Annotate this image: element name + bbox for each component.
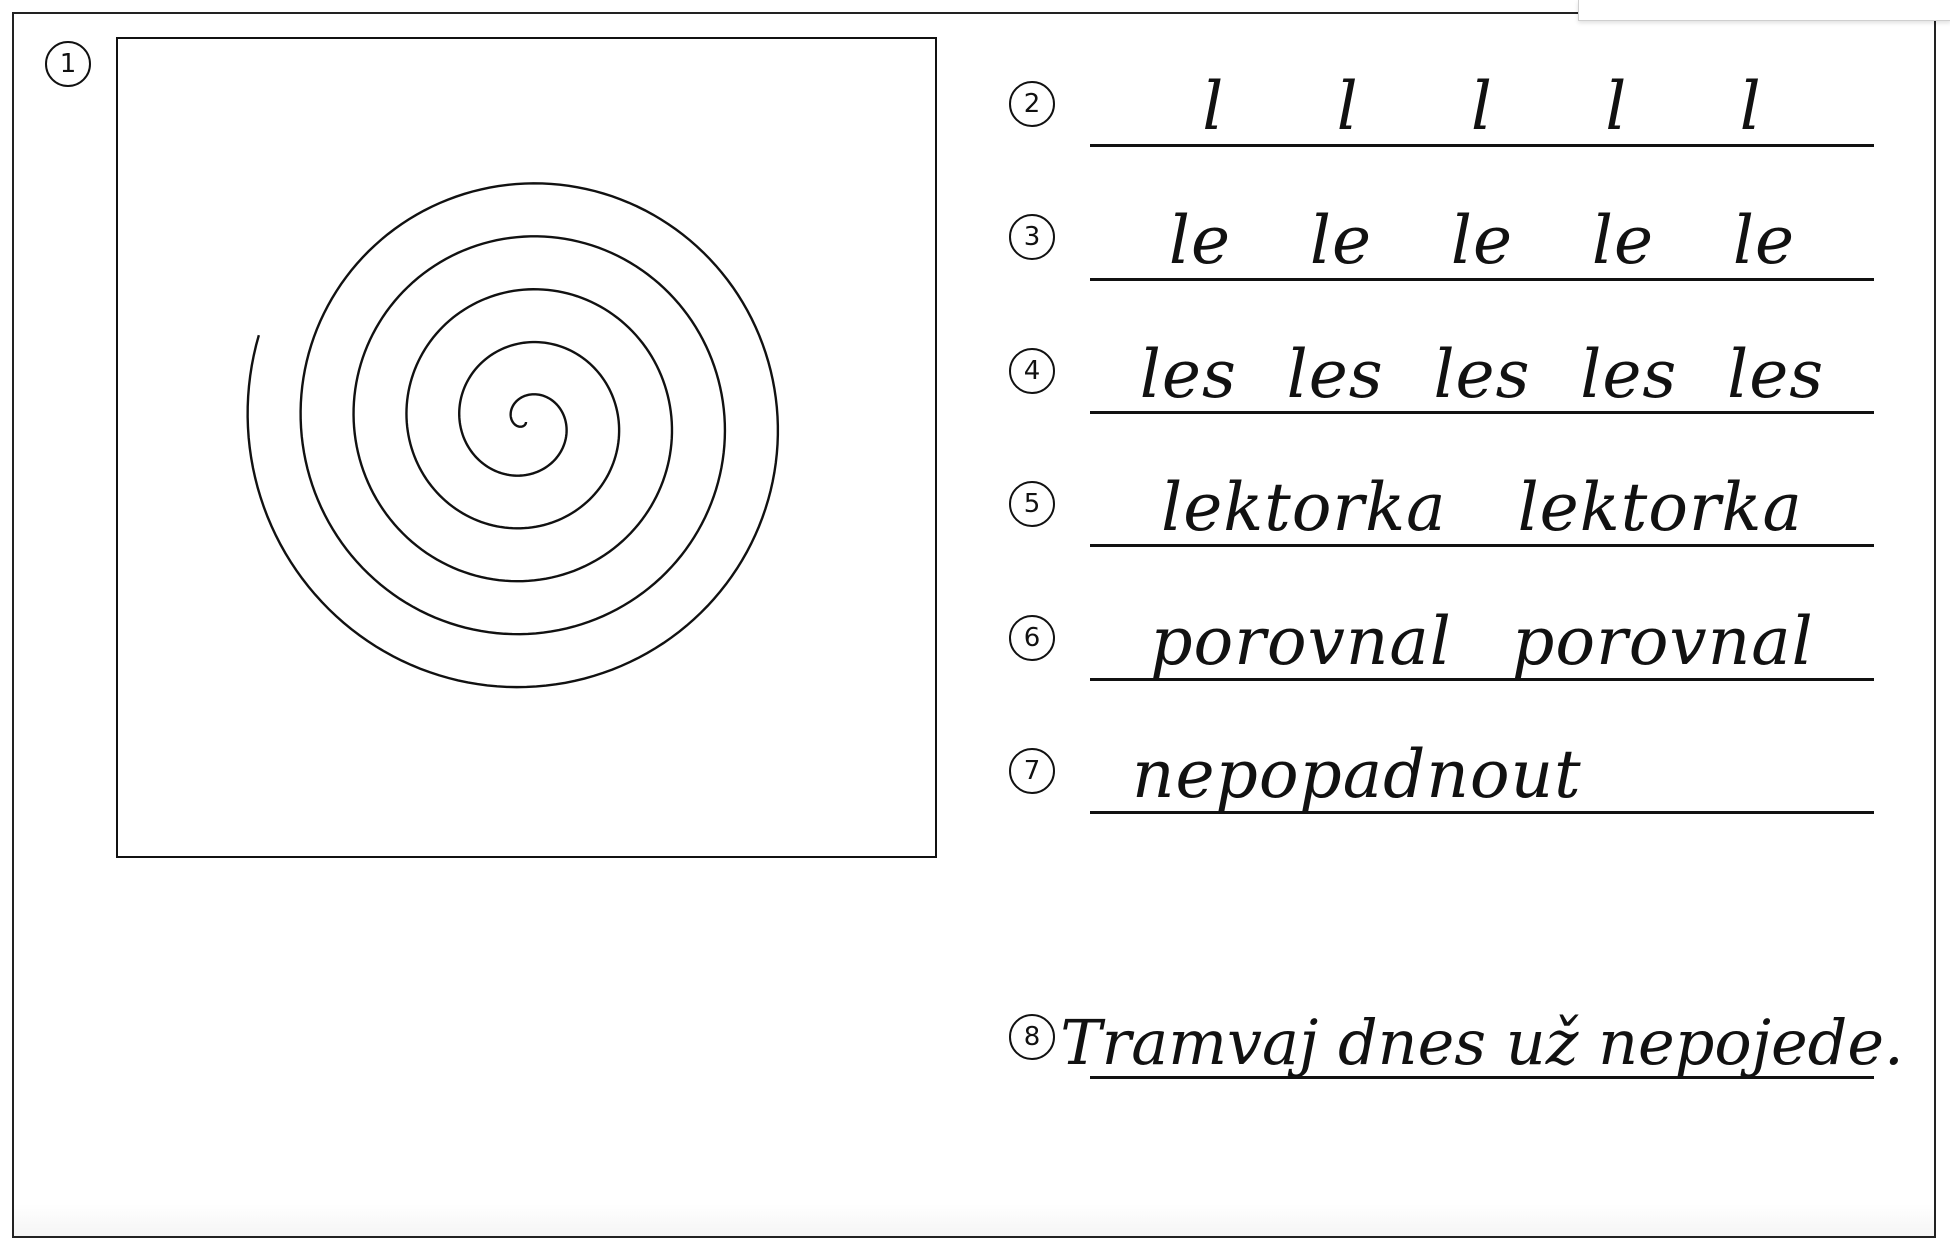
practice-word: l: [1202, 68, 1225, 145]
exercise-number-6: 6: [1009, 615, 1055, 661]
spiral-frame: [116, 37, 937, 858]
practice-word: les: [1433, 336, 1531, 413]
practice-word: l: [1336, 68, 1359, 145]
row-4-words: les les les les les: [1090, 310, 1874, 410]
writing-line-8: [1090, 1076, 1874, 1079]
writing-line-7: [1090, 811, 1874, 814]
practice-word: porovnal: [1150, 603, 1452, 680]
sheet-bottom-edge: [14, 1204, 1934, 1236]
row-8-sentence: Tramvaj dnes už nepojede.: [1060, 976, 1903, 1076]
practice-word: le: [1591, 202, 1655, 279]
practice-word: le: [1309, 202, 1373, 279]
writing-line-6: [1090, 678, 1874, 681]
writing-line-4: [1090, 411, 1874, 414]
exercise-number-4: 4: [1009, 348, 1055, 394]
practice-word: l: [1605, 68, 1628, 145]
practice-word: les: [1580, 336, 1678, 413]
practice-word: les: [1139, 336, 1237, 413]
practice-word: lektorka: [1517, 469, 1803, 546]
practice-word: les: [1727, 336, 1825, 413]
row-6-words: porovnal porovnal: [1090, 577, 1874, 677]
exercise-number-8: 8: [1009, 1014, 1055, 1060]
practice-word: le: [1450, 202, 1514, 279]
spiral-drawing: [246, 182, 780, 689]
practice-word: le: [1168, 202, 1232, 279]
overlay-panel-edge: [1578, 0, 1950, 21]
writing-line-2: [1090, 144, 1874, 147]
practice-word: les: [1286, 336, 1384, 413]
exercise-number-5: 5: [1009, 481, 1055, 527]
practice-word: l: [1739, 68, 1762, 145]
worksheet: [12, 12, 1936, 1238]
row-7-words: nepopadnout: [1090, 710, 1874, 810]
exercise-number-1: 1: [45, 41, 91, 87]
row-5-words: lektorka lektorka: [1090, 443, 1874, 543]
exercise-number-3: 3: [1009, 214, 1055, 260]
row-2-words: l l l l l: [1090, 42, 1874, 142]
practice-word: l: [1470, 68, 1494, 145]
row-3-words: le le le le le: [1090, 176, 1874, 276]
writing-line-5: [1090, 544, 1874, 547]
practice-word: lektorka: [1161, 469, 1447, 546]
exercise-number-2: 2: [1009, 81, 1055, 127]
exercise-number-7: 7: [1009, 748, 1055, 794]
practice-word: porovnal: [1512, 603, 1814, 680]
practice-word: nepopadnout: [1132, 736, 1582, 813]
practice-sentence: Tramvaj dnes už nepojede.: [1060, 1006, 1904, 1079]
practice-word: le: [1732, 202, 1796, 279]
writing-line-3: [1090, 278, 1874, 281]
spiral-line: [246, 182, 780, 689]
